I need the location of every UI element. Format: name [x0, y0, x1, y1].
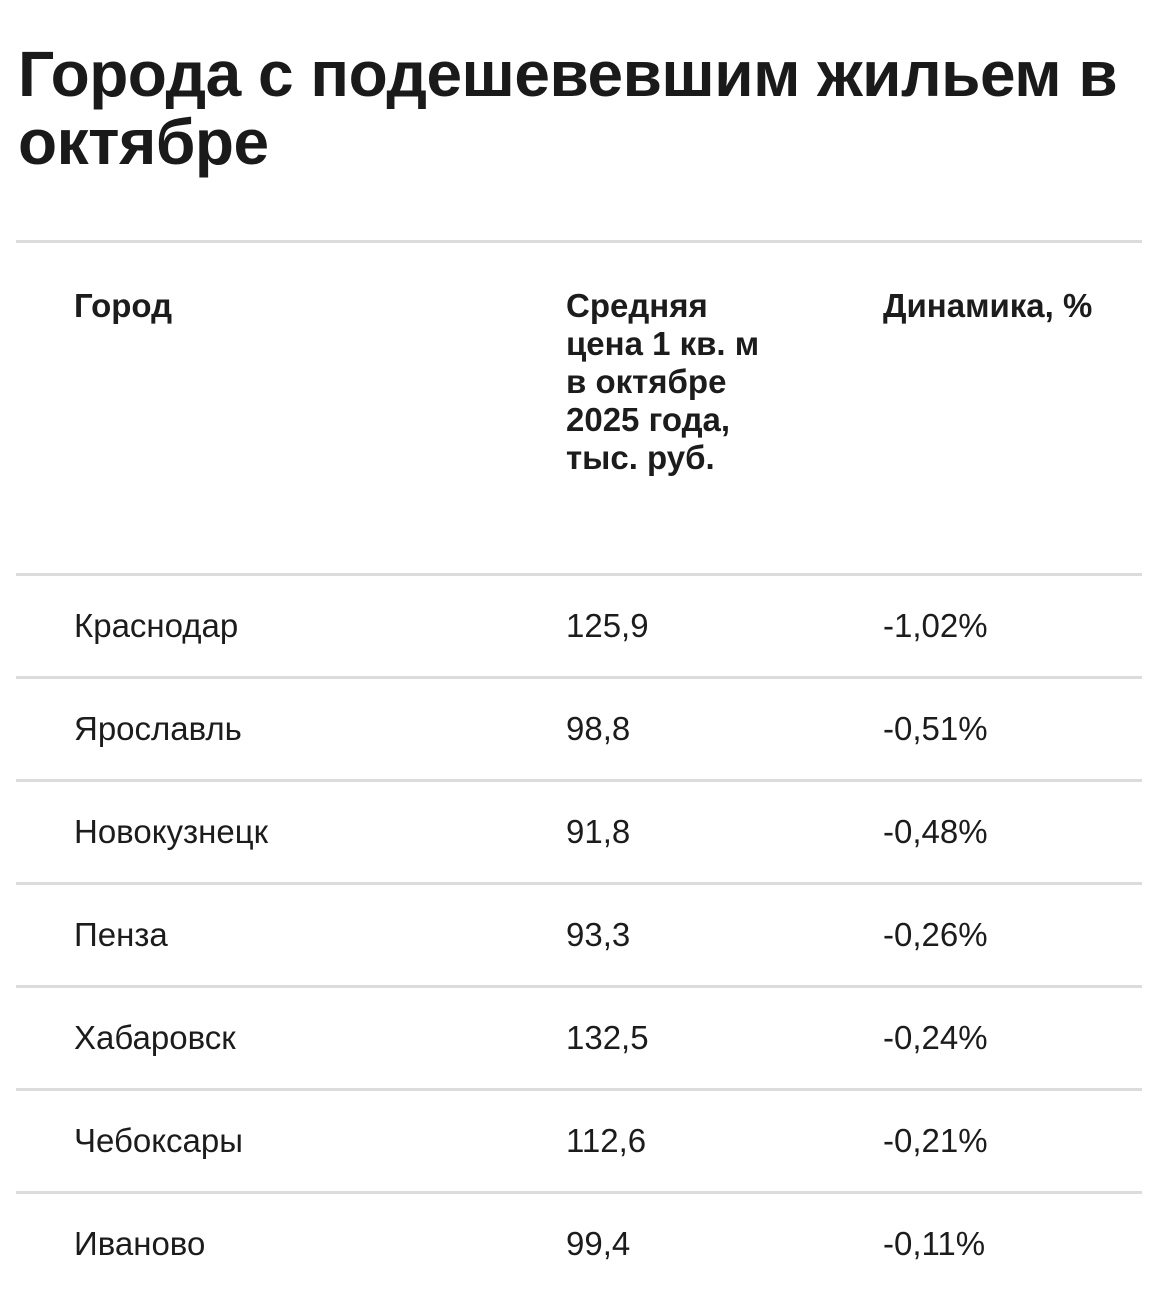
city-cell: Ярославль [74, 710, 242, 747]
row-divider [16, 1191, 1142, 1194]
column-header-city: Город [74, 287, 173, 324]
table-top-divider [16, 240, 1142, 243]
cities-price-table: Город Средняя цена 1 кв. м в октябре 202… [16, 240, 1142, 1294]
table-row: Иваново 99,4 -0,11% [16, 1194, 1142, 1294]
row-divider [16, 985, 1142, 988]
price-cell: 99,4 [566, 1225, 631, 1262]
city-cell: Чебоксары [74, 1122, 243, 1159]
city-cell: Краснодар [74, 607, 239, 644]
row-divider [16, 882, 1142, 885]
column-header-dynamics: Динамика, % [883, 287, 1093, 324]
city-cell: Иваново [74, 1225, 206, 1262]
table-header-row: Город Средняя цена 1 кв. м в октябре 202… [16, 243, 1142, 573]
dynamics-cell: -0,24% [883, 1019, 988, 1056]
table-row: Чебоксары 112,6 -0,21% [16, 1091, 1142, 1191]
table-row: Новокузнецк 91,8 -0,48% [16, 782, 1142, 882]
row-divider [16, 1088, 1142, 1091]
price-cell: 98,8 [566, 710, 631, 747]
city-cell: Хабаровск [74, 1019, 236, 1056]
column-header-price: Средняя цена 1 кв. м в октябре 2025 года… [566, 287, 760, 476]
row-divider [16, 573, 1142, 576]
dynamics-cell: -0,11% [883, 1225, 986, 1262]
price-cell: 125,9 [566, 607, 649, 644]
page-title: Города с подешевевшим жильем в октябре [18, 38, 1118, 178]
table-row: Краснодар 125,9 -1,02% [16, 576, 1142, 676]
price-cell: 132,5 [566, 1019, 649, 1056]
table-row: Хабаровск 132,5 -0,24% [16, 988, 1142, 1088]
table-row: Ярославль 98,8 -0,51% [16, 679, 1142, 779]
dynamics-cell: -0,21% [883, 1122, 988, 1159]
row-divider [16, 779, 1142, 782]
dynamics-cell: -0,26% [883, 916, 988, 953]
dynamics-cell: -0,48% [883, 813, 988, 850]
price-cell: 112,6 [566, 1122, 647, 1159]
city-cell: Пенза [74, 916, 168, 953]
city-cell: Новокузнецк [74, 813, 269, 850]
price-cell: 91,8 [566, 813, 631, 850]
dynamics-cell: -0,51% [883, 710, 988, 747]
price-cell: 93,3 [566, 916, 631, 953]
row-divider [16, 676, 1142, 679]
dynamics-cell: -1,02% [883, 607, 988, 644]
table-row: Пенза 93,3 -0,26% [16, 885, 1142, 985]
